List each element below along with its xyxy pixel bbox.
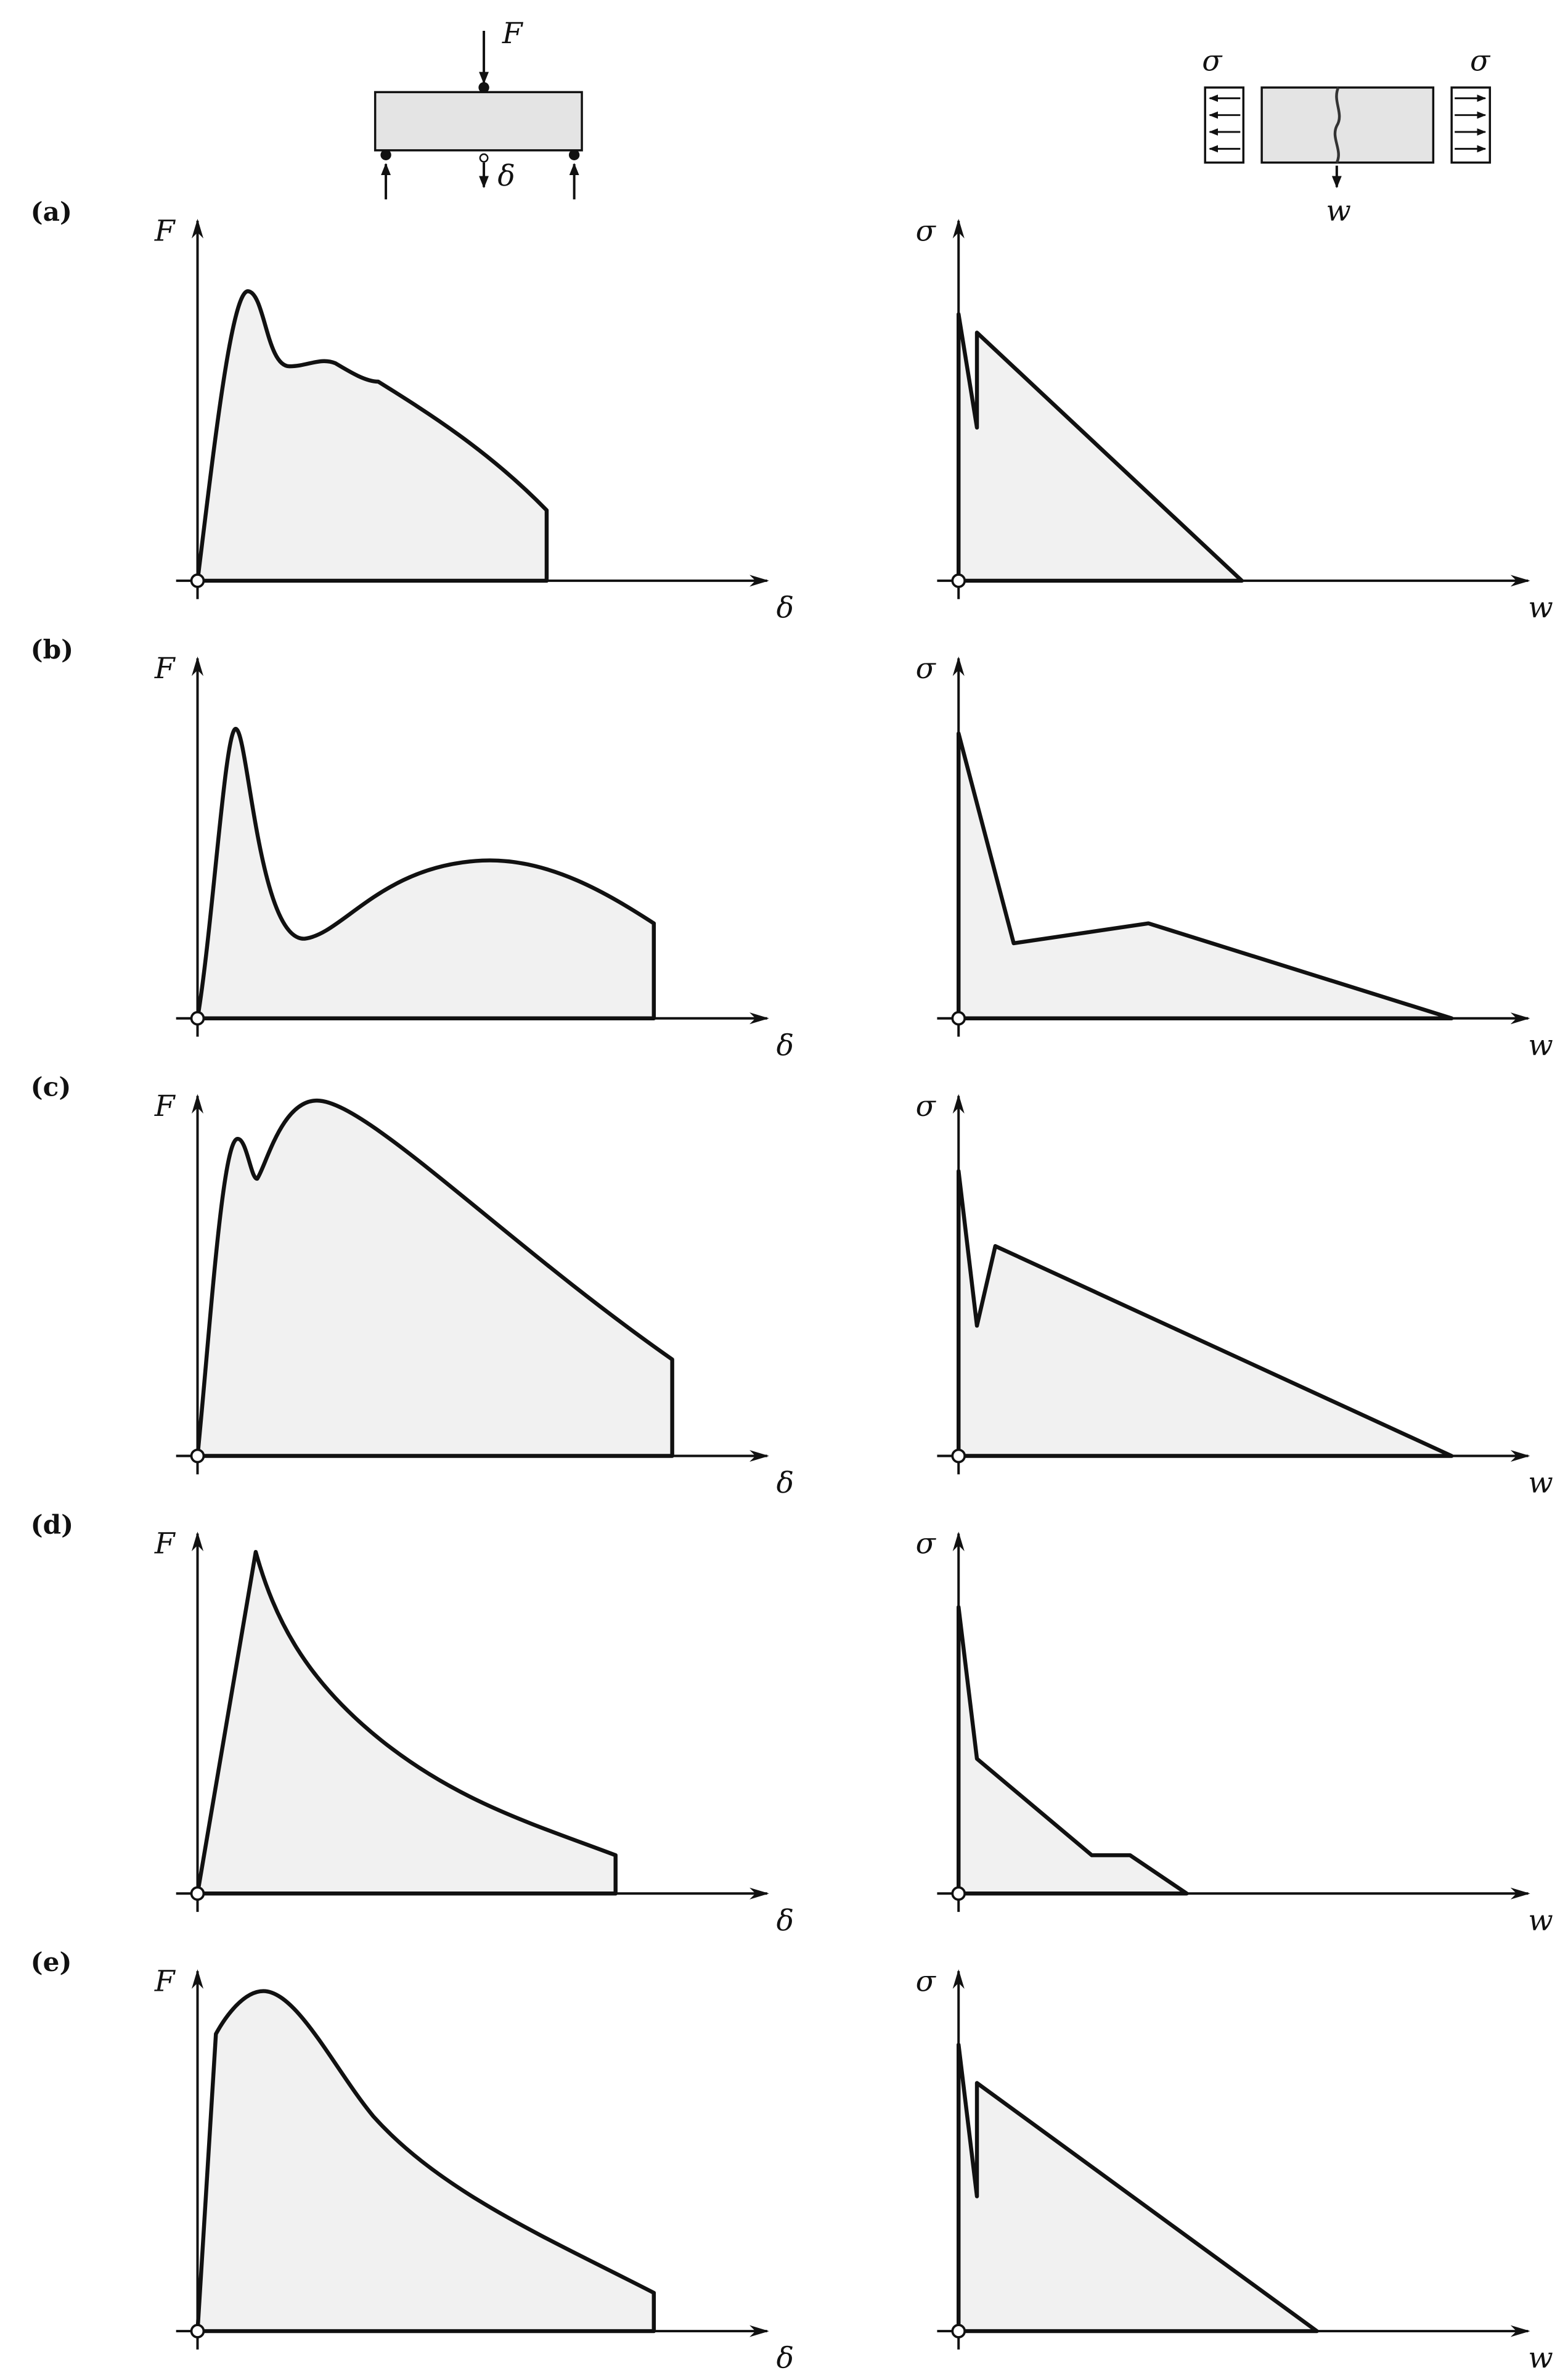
curve (195, 1098, 674, 1458)
y-axis-label: F (154, 214, 176, 248)
y-axis-label: F (154, 652, 176, 686)
curve (956, 312, 1244, 583)
x-axis-label: w (1528, 1466, 1553, 1500)
x-axis-label: w (1528, 1904, 1553, 1938)
x-axis-label: δ (777, 591, 794, 625)
right-plot (956, 731, 1454, 1020)
deflection-label: δ (497, 159, 515, 193)
left-plot (195, 1098, 674, 1458)
origin (951, 1886, 966, 1901)
origin (951, 2324, 966, 2338)
origin (190, 2324, 205, 2338)
curve (195, 1550, 618, 1896)
x-axis-label: δ (777, 1466, 794, 1500)
curve (956, 2043, 1319, 2334)
right-plot (956, 1605, 1189, 1896)
beam-schematic: F δ (374, 17, 583, 200)
origin (951, 1448, 966, 1464)
x-axis-label: δ (777, 1904, 794, 1938)
stress-label: σ (1202, 44, 1223, 78)
x-axis-label: w (1528, 1028, 1553, 1062)
origin (190, 1886, 205, 1901)
y-axis-label: σ (916, 214, 937, 248)
row-label: (a) (31, 196, 72, 227)
x-axis-label: w (1528, 2342, 1553, 2373)
left-plot (195, 1989, 656, 2334)
curve (956, 731, 1454, 1020)
x-axis-label: δ (777, 2342, 794, 2373)
right-plot (956, 1169, 1454, 1458)
curve (195, 726, 656, 1020)
right-plot (956, 312, 1244, 583)
left-plot (195, 289, 549, 583)
opening-label: w (1326, 194, 1350, 228)
origin (190, 1448, 205, 1464)
curve (195, 1989, 656, 2334)
y-axis-label: σ (916, 1965, 937, 1999)
y-axis-label: F (154, 1965, 176, 1999)
origin (951, 1010, 966, 1026)
y-axis-label: σ (916, 652, 937, 686)
x-axis-label: δ (777, 1028, 794, 1062)
origin (190, 1010, 205, 1026)
row-label: (e) (31, 1946, 72, 1977)
row-label: (d) (31, 1509, 73, 1539)
origin (951, 573, 966, 588)
origin (190, 573, 205, 588)
curve (956, 1605, 1189, 1896)
left-plot (195, 1550, 618, 1896)
curve (956, 1169, 1454, 1458)
stress-label: σ (1470, 44, 1491, 78)
y-axis-label: F (154, 1527, 176, 1561)
left-plot (195, 726, 656, 1020)
row-label: (b) (31, 634, 73, 665)
y-axis-label: F (154, 1089, 176, 1123)
y-axis-label: σ (916, 1527, 937, 1561)
x-axis-label: w (1528, 591, 1553, 625)
y-axis-label: σ (916, 1089, 937, 1123)
load-label: F (502, 17, 524, 51)
right-plot (956, 2043, 1319, 2334)
specimen-schematic: σ σ w (1202, 44, 1492, 228)
row-label: (c) (31, 1072, 71, 1102)
curve (195, 289, 549, 583)
